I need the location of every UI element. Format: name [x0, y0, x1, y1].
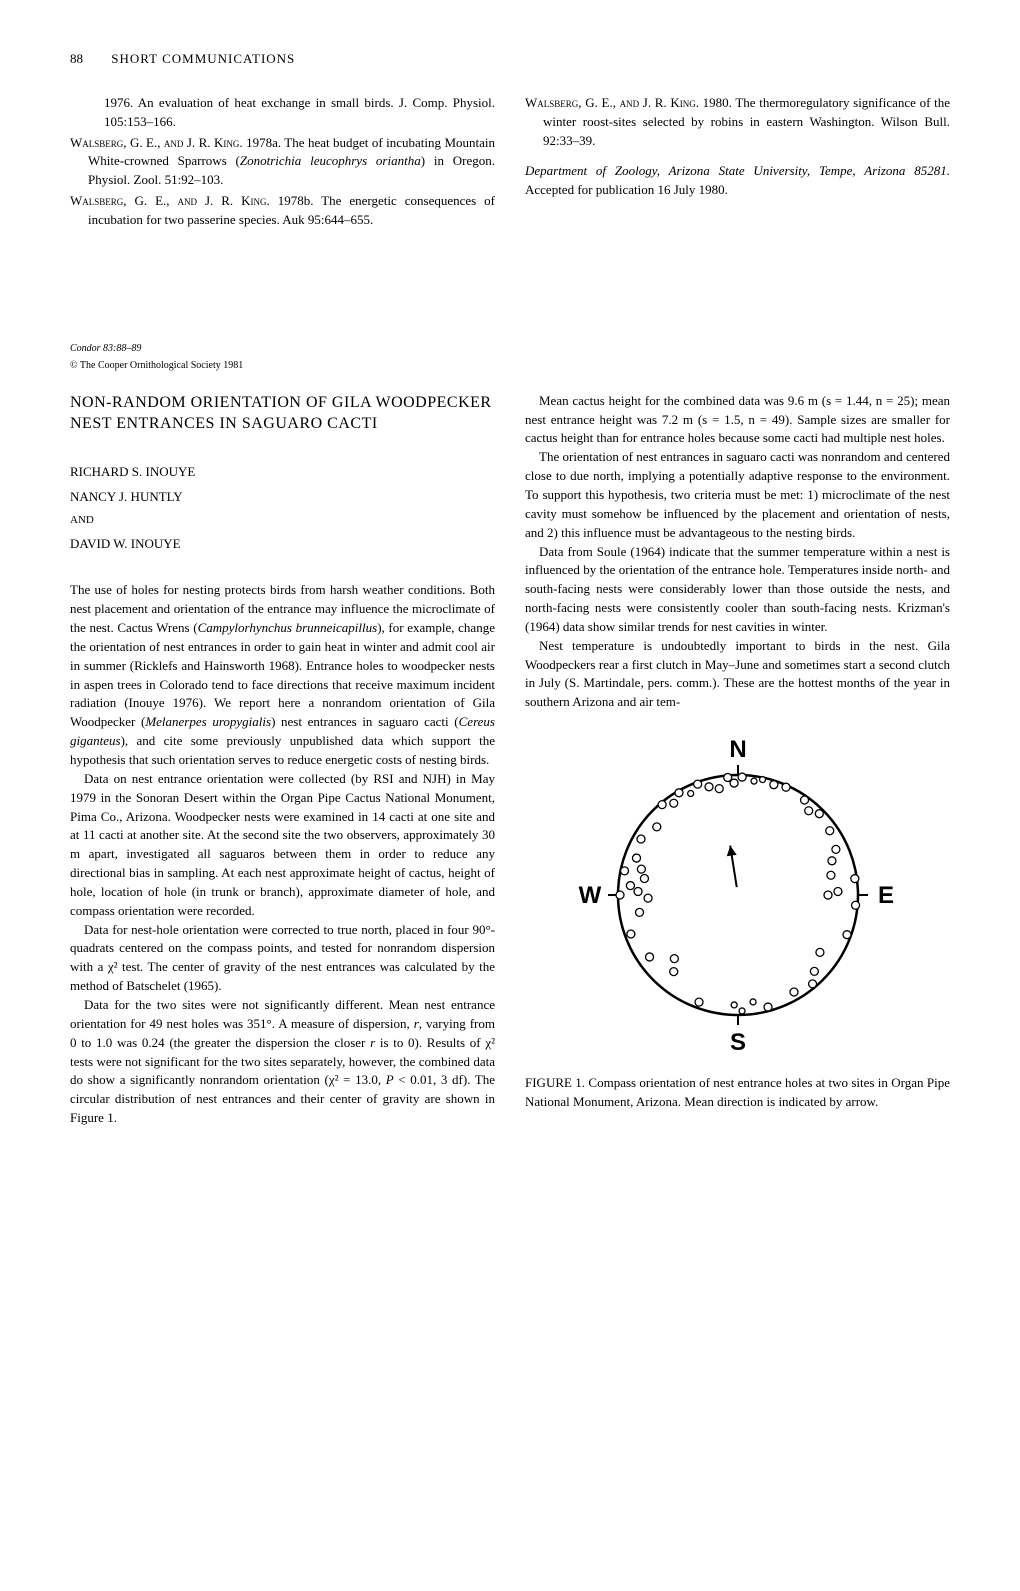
body-paragraph: Mean cactus height for the combined data… [525, 392, 950, 449]
references-section: 1976. An evaluation of heat exchange in … [70, 94, 950, 232]
author-and: AND [70, 513, 495, 529]
svg-text:W: W [578, 882, 601, 909]
body-paragraph: Data for the two sites were not signific… [70, 996, 495, 1128]
authors-block: RICHARD S. INOUYE NANCY J. HUNTLY AND DA… [70, 463, 495, 553]
article-title: NON-RANDOM ORIENTATION OF GILA WOODPECKE… [70, 392, 495, 435]
reference-entry: Walsberg, G. E., and J. R. King. 1978b. … [70, 192, 495, 230]
references-left-col: 1976. An evaluation of heat exchange in … [70, 94, 495, 232]
reference-entry: Walsberg, G. E., and J. R. King. 1978a. … [70, 134, 495, 191]
running-title: SHORT COMMUNICATIONS [111, 51, 295, 66]
figure-caption: FIGURE 1. Compass orientation of nest en… [525, 1074, 950, 1112]
page-number: 88 [70, 51, 83, 66]
body-paragraph: The use of holes for nesting protects bi… [70, 581, 495, 769]
body-paragraph: Data for nest-hole orientation were corr… [70, 921, 495, 996]
svg-text:N: N [729, 736, 746, 763]
svg-text:E: E [877, 882, 893, 909]
figure-1: N S E W FIGURE 1. Compass orientation of ne… [525, 730, 950, 1112]
affiliation: Department of Zoology, Arizona State Uni… [525, 162, 950, 200]
compass-diagram: N S E W [563, 730, 913, 1060]
body-paragraph: Nest temperature is undoubtedly importan… [525, 637, 950, 712]
body-paragraph: The orientation of nest entrances in sag… [525, 448, 950, 542]
reference-entry: 1976. An evaluation of heat exchange in … [70, 94, 495, 132]
svg-text:S: S [729, 1029, 745, 1056]
copyright-line: © The Cooper Ornithological Society 1981 [70, 359, 950, 374]
reference-entry: Walsberg, G. E., and J. R. King. 1980. T… [525, 94, 950, 151]
article-meta-block: Condor 83:88–89 © The Cooper Ornithologi… [70, 342, 950, 374]
author: DAVID W. INOUYE [70, 535, 495, 554]
article-right-col: Mean cactus height for the combined data… [525, 392, 950, 1128]
article-left-col: NON-RANDOM ORIENTATION OF GILA WOODPECKE… [70, 392, 495, 1128]
journal-line: Condor 83:88–89 [70, 342, 950, 357]
body-paragraph: Data from Soule (1964) indicate that the… [525, 543, 950, 637]
author: NANCY J. HUNTLY [70, 488, 495, 507]
author: RICHARD S. INOUYE [70, 463, 495, 482]
references-right-col: Walsberg, G. E., and J. R. King. 1980. T… [525, 94, 950, 232]
body-paragraph: Data on nest entrance orientation were c… [70, 770, 495, 921]
page-header: 88 SHORT COMMUNICATIONS [70, 50, 950, 69]
article-body: NON-RANDOM ORIENTATION OF GILA WOODPECKE… [70, 392, 950, 1128]
